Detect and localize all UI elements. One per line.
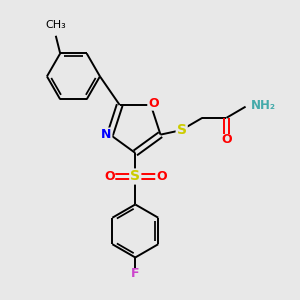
Text: NH₂: NH₂	[251, 99, 276, 112]
Text: CH₃: CH₃	[45, 20, 66, 31]
Text: S: S	[130, 169, 140, 184]
Text: O: O	[156, 170, 166, 183]
Text: S: S	[177, 123, 187, 137]
Text: N: N	[101, 128, 112, 141]
Text: F: F	[131, 267, 140, 280]
Text: O: O	[221, 133, 232, 146]
Text: O: O	[148, 97, 158, 110]
Text: O: O	[104, 170, 115, 183]
